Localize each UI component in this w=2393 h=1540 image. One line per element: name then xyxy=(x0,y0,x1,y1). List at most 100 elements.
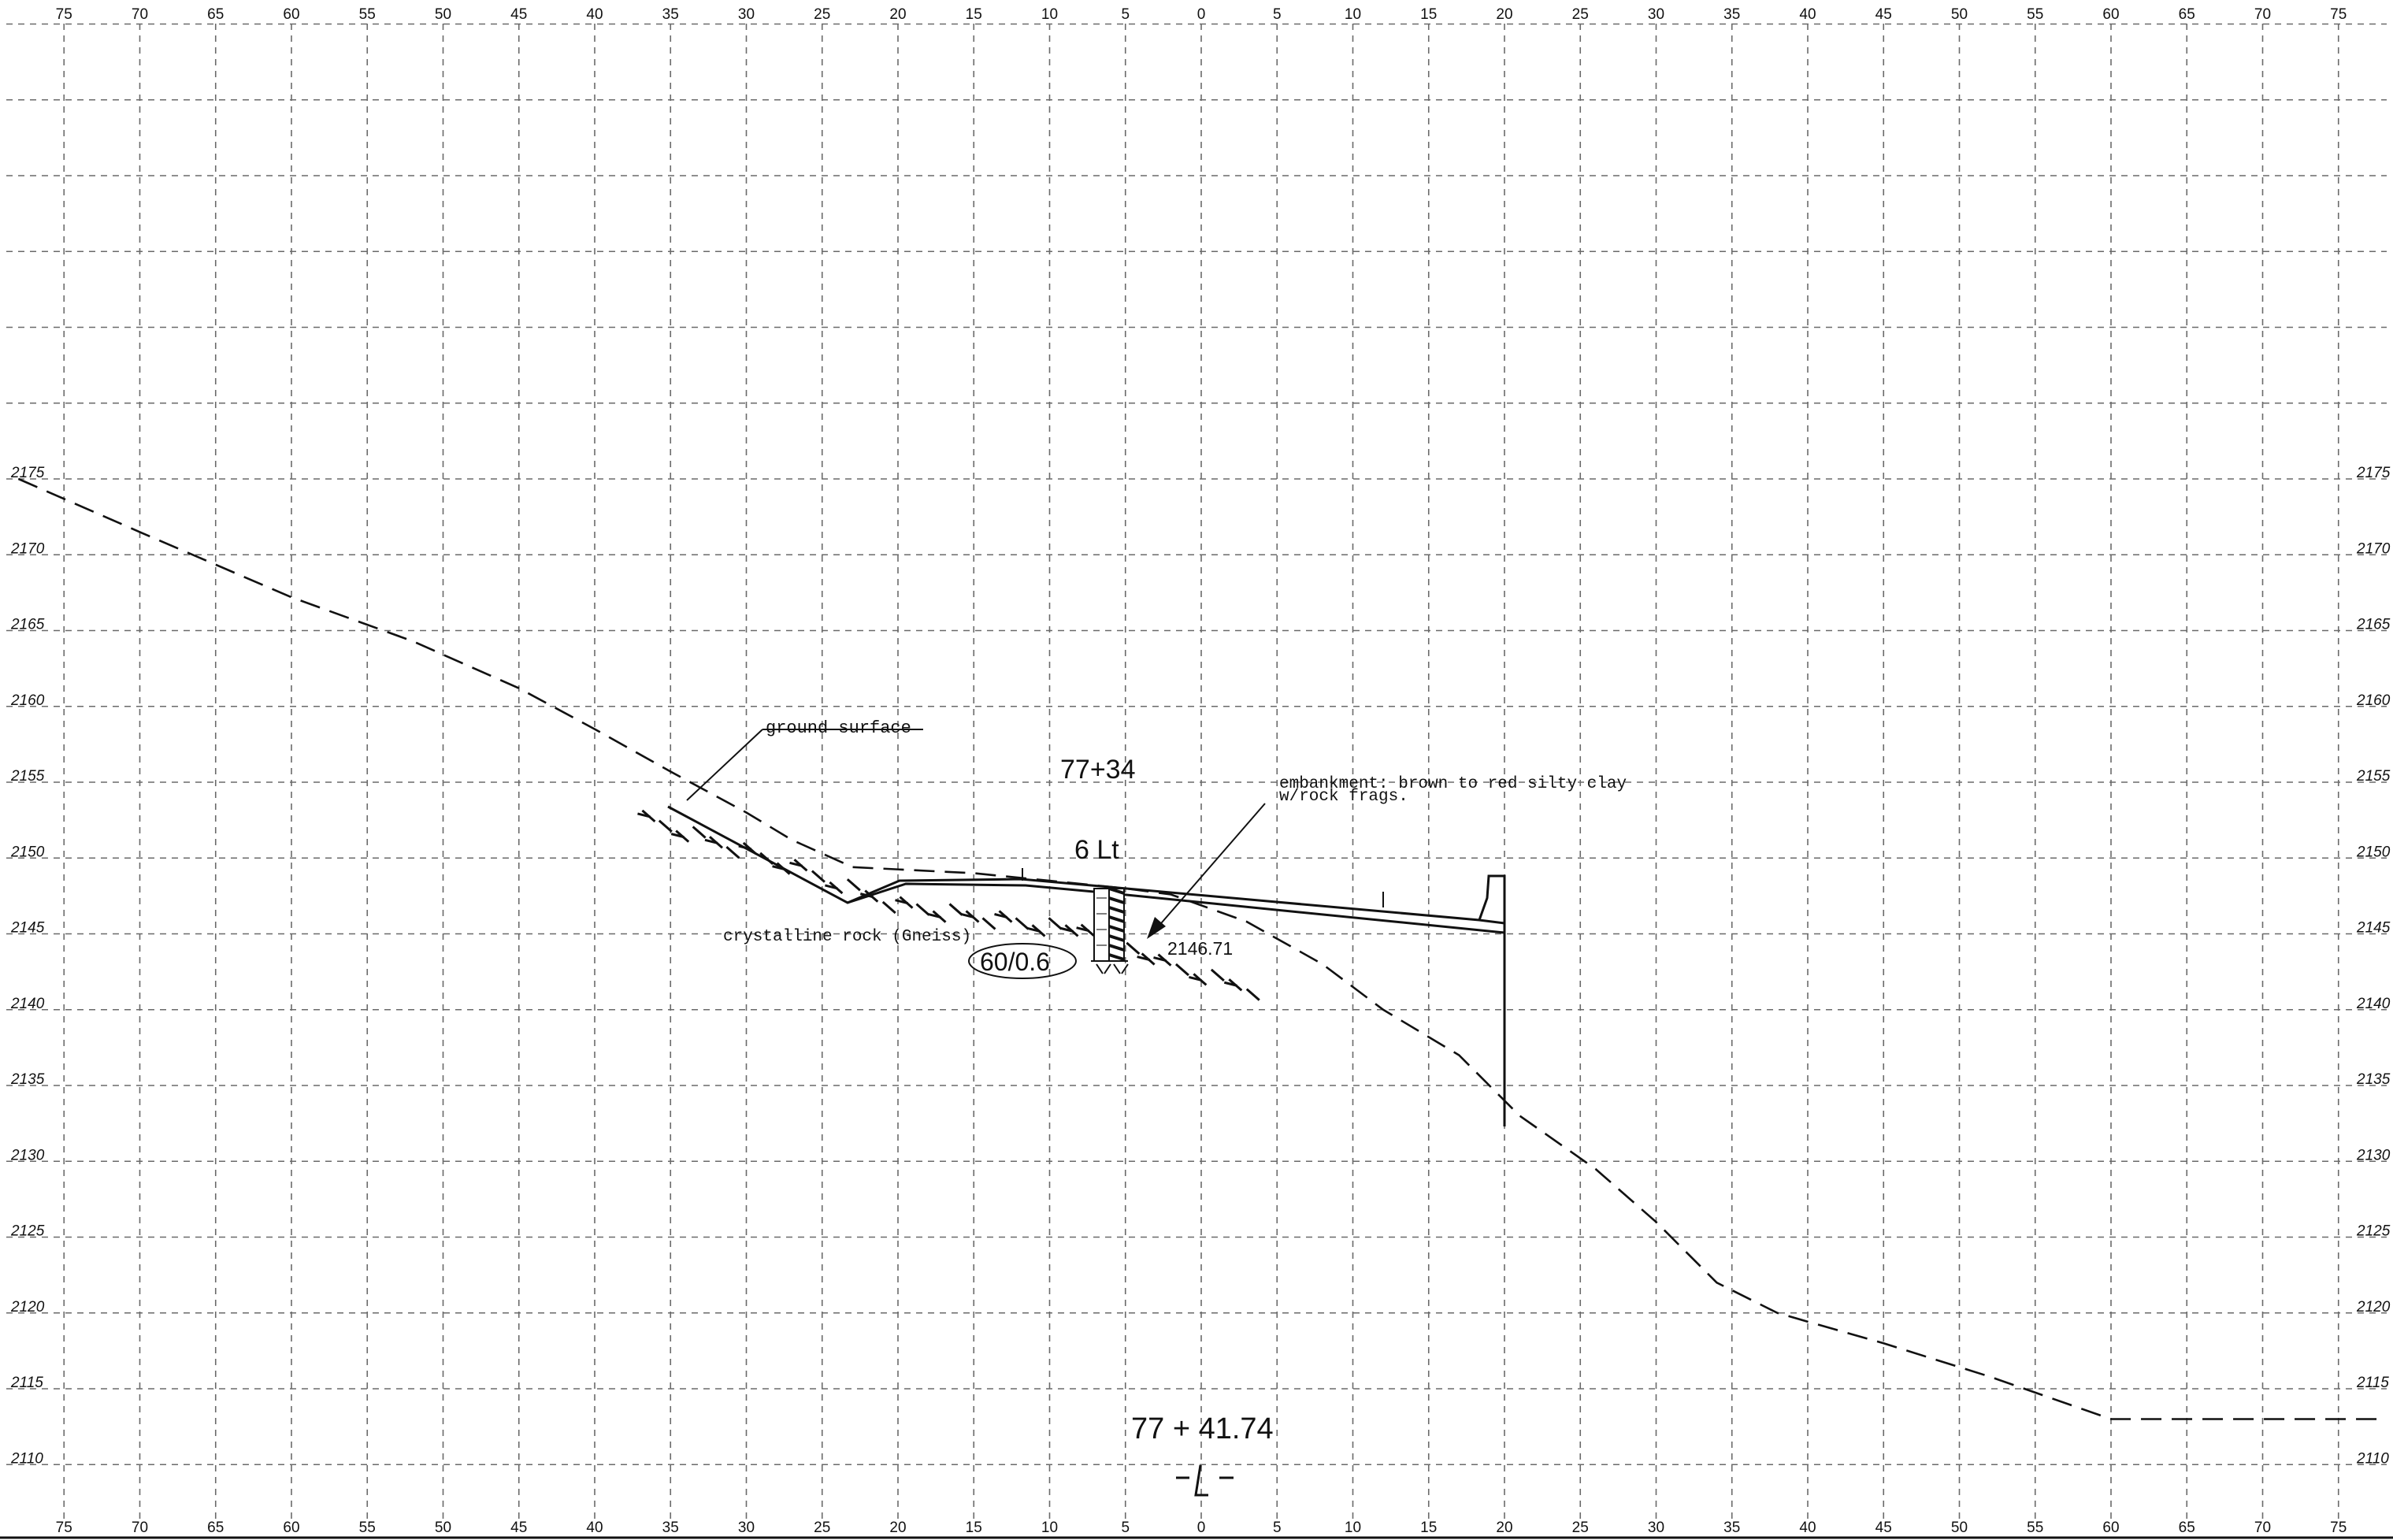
boring-sample-marks xyxy=(1096,897,1107,946)
rock-hatch-mark xyxy=(1189,975,1202,982)
offset-tick-label-top: 10 xyxy=(1041,6,1058,23)
offset-tick-label-bottom: 60 xyxy=(2102,1520,2119,1536)
offset-tick-label-bottom: 5 xyxy=(1121,1520,1130,1536)
elevation-tick-label-right: 2150 xyxy=(2356,844,2391,860)
rock-hatch-mark xyxy=(846,878,861,892)
elevation-tick-label-left: 2130 xyxy=(10,1147,45,1163)
rock-hatch-mark xyxy=(1060,926,1074,933)
offset-tick-label-top: 20 xyxy=(1496,6,1512,23)
boring-elevation-label: 2146.71 xyxy=(1167,938,1233,959)
offset-tick-label-bottom: 10 xyxy=(1041,1520,1058,1536)
offset-tick-label-top: 70 xyxy=(2254,6,2271,23)
offset-tick-label-top: 10 xyxy=(1345,6,1361,23)
rock-hatch-mark xyxy=(692,826,707,839)
offset-tick-label-top: 55 xyxy=(359,6,376,23)
offset-tick-label-top: 25 xyxy=(814,6,830,23)
boring-log xyxy=(1091,887,1129,974)
rock-hatch-mark xyxy=(637,812,651,818)
elevation-tick-label-left: 2115 xyxy=(10,1375,43,1391)
rock-hatch-mark xyxy=(789,861,803,867)
rock-label: crystalline rock (Gneiss) xyxy=(723,928,971,946)
boring-station-label: 77+34 xyxy=(1060,755,1136,785)
rock-hatch-mark xyxy=(704,838,718,844)
offset-tick-label-top: 75 xyxy=(56,6,72,23)
offset-tick-label-bottom: 40 xyxy=(586,1520,603,1536)
offset-tick-label-top: 60 xyxy=(2102,6,2119,23)
offset-tick-label-top: 65 xyxy=(207,6,224,23)
offset-tick-label-top: 25 xyxy=(1572,6,1589,23)
rock-hatch-mark xyxy=(1210,968,1225,982)
offset-tick-label-top: 45 xyxy=(1875,6,1892,23)
cut-slope-and-pavement-top xyxy=(667,805,1505,925)
offset-tick-label-top: 30 xyxy=(738,6,755,23)
offset-tick-label-bottom: 5 xyxy=(1273,1520,1282,1536)
embankment-leader-arrowhead xyxy=(1147,917,1166,939)
offset-axis-bottom: 75 70 65 60 55 50 45 40 35 30 25 20 15 10 5 0 5 10 15 20 25 3… xyxy=(56,1520,2347,1536)
offset-tick-label-bottom: 55 xyxy=(359,1520,376,1536)
offset-tick-label-bottom: 30 xyxy=(1648,1520,1664,1536)
elevation-tick-label-right: 2115 xyxy=(2356,1375,2389,1391)
elevation-tick-label-left: 2110 xyxy=(10,1450,43,1467)
leader-lines xyxy=(686,729,1266,1497)
elevation-tick-label-left: 2155 xyxy=(10,768,45,785)
rock-hatch-mark xyxy=(1223,981,1237,987)
rock-hatch-mark xyxy=(981,917,996,930)
offset-tick-label-bottom: 15 xyxy=(966,1520,982,1536)
offset-tick-label-top: 0 xyxy=(1197,6,1206,23)
blow-count-label: 60/0.6 xyxy=(980,948,1050,976)
rock-hatch-mark xyxy=(811,870,825,883)
rock-hatch-mark xyxy=(1174,963,1189,977)
embankment-label-line2: w/rock frags. xyxy=(1279,788,1408,806)
rock-hatch-mark xyxy=(928,913,941,919)
rock-hatch-mark xyxy=(825,884,838,890)
elevation-tick-label-left: 2145 xyxy=(10,920,45,937)
offset-tick-label-bottom: 45 xyxy=(510,1520,527,1536)
ground-surface-line xyxy=(17,477,2384,1420)
offset-axis-top: 75 70 65 60 55 50 45 40 35 30 25 20 15 10 5 0 5 10 15 20 25 3… xyxy=(56,6,2347,23)
offset-tick-label-top: 5 xyxy=(1273,6,1282,23)
offset-tick-label-bottom: 25 xyxy=(1572,1520,1589,1536)
rock-hatch-mark xyxy=(961,913,974,918)
offset-tick-label-top: 15 xyxy=(966,6,982,23)
offset-tick-label-bottom: 0 xyxy=(1197,1520,1206,1536)
rock-hatch-mark xyxy=(895,899,908,905)
offset-tick-label-bottom: 30 xyxy=(738,1520,755,1536)
offset-tick-label-bottom: 10 xyxy=(1345,1520,1361,1536)
offset-tick-label-bottom: 60 xyxy=(283,1520,299,1536)
ground-surface-leader xyxy=(686,729,763,801)
offset-tick-label-top: 45 xyxy=(510,6,527,23)
elevation-tick-label-right: 2175 xyxy=(2356,465,2391,481)
rock-hatch-mark xyxy=(670,833,685,839)
rock-hatch-mark xyxy=(1027,926,1041,933)
offset-tick-label-top: 35 xyxy=(662,6,679,23)
offset-tick-label-top: 75 xyxy=(2330,6,2347,23)
offset-tick-label-top: 50 xyxy=(435,6,451,23)
boring-refusal-symbol xyxy=(1091,960,1129,974)
rock-hatch-mark xyxy=(1137,956,1150,961)
offset-tick-label-bottom: 35 xyxy=(1723,1520,1740,1536)
elevation-tick-label-left: 2175 xyxy=(10,465,45,481)
offset-tick-label-top: 55 xyxy=(2027,6,2043,23)
elevation-tick-label-left: 2165 xyxy=(10,617,45,633)
rock-hatch-mark xyxy=(1153,956,1167,963)
elevation-axis-right: 2175 2170 2165 2160 2155 2150 2145 2140 2135 2130… xyxy=(2356,465,2391,1467)
offset-tick-label-bottom: 75 xyxy=(2330,1520,2347,1536)
offset-tick-label-top: 65 xyxy=(2179,6,2195,23)
offset-tick-label-top: 50 xyxy=(1951,6,1968,23)
boring-hatch-fill xyxy=(1108,887,1125,961)
elevation-tick-label-left: 2135 xyxy=(10,1071,45,1088)
elevation-axis-left: 2175 2170 2165 2160 2155 2150 2145 2140 2135 2130… xyxy=(10,465,45,1467)
embankment-leader xyxy=(1151,803,1266,935)
offset-tick-label-bottom: 50 xyxy=(1951,1520,1968,1536)
rock-hatch-mark xyxy=(1076,926,1089,933)
rock-hatch-mark xyxy=(1015,917,1030,930)
roadway-section xyxy=(667,805,1506,1126)
rock-hatch-mark xyxy=(948,903,963,916)
elevation-tick-label-right: 2125 xyxy=(2356,1223,2391,1240)
section-station-label: 77 + 41.74 xyxy=(1131,1412,1274,1445)
offset-tick-label-top: 20 xyxy=(889,6,906,23)
rock-hatch-mark xyxy=(994,913,1007,918)
offset-tick-label-top: 40 xyxy=(586,6,603,23)
elevation-tick-label-right: 2165 xyxy=(2356,617,2391,633)
